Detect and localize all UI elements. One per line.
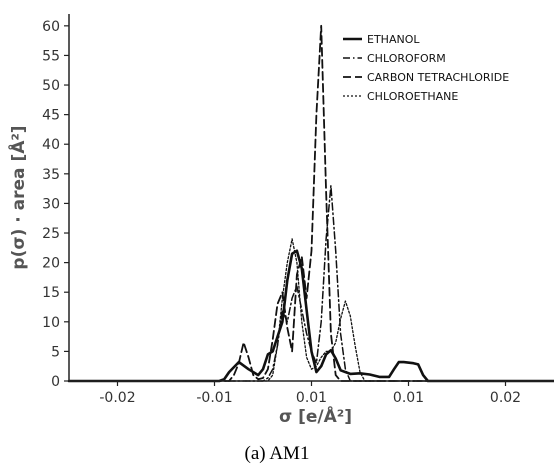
- x-tick-label: 0.02: [490, 390, 521, 406]
- x-tick-label: 0.01: [393, 390, 424, 406]
- y-tick-label: 30: [42, 196, 60, 212]
- legend: ETHANOL CHLOROFORM CARBON TETRACHLORIDE CHL…: [343, 33, 509, 103]
- chart-area: 0 5 10 15 20 25 30 35 40 45 50 55 60 -0.02 -0.01 0.01 0.…: [6, 14, 554, 427]
- y-tick-label: 0: [51, 374, 60, 390]
- x-tick-label: -0.01: [196, 390, 232, 406]
- y-tick-label: 45: [42, 108, 60, 124]
- axes: [68, 14, 554, 382]
- y-tick-label: 55: [42, 48, 60, 64]
- y-tick-label: 35: [42, 167, 60, 183]
- y-tick-label: 15: [42, 285, 60, 301]
- x-tick-label: -0.02: [99, 390, 135, 406]
- y-tick-label: 50: [42, 78, 60, 94]
- x-axis-title: σ [e/Å²]: [279, 404, 352, 427]
- legend-label: CHLOROETHANE: [367, 90, 458, 103]
- legend-label: CARBON TETRACHLORIDE: [367, 71, 509, 84]
- series-line-ethanol: [67, 249, 554, 383]
- y-tick-label: 25: [42, 226, 60, 242]
- legend-label: CHLOROFORM: [367, 52, 446, 65]
- y-tick-label: 60: [42, 19, 60, 35]
- y-tick-label: 5: [51, 344, 60, 360]
- y-tick-label: 20: [42, 256, 60, 272]
- figure-caption: (a) AM1: [244, 443, 310, 464]
- x-tick-label: 0.01: [296, 390, 327, 406]
- y-tick-label: 40: [42, 137, 60, 153]
- series-line-chloroform: [68, 184, 554, 382]
- y-tick-label: 10: [42, 315, 60, 331]
- legend-label: ETHANOL: [367, 33, 420, 46]
- series-line-chloroethane: [68, 238, 554, 382]
- series-line-carbon-tetrachloride: [68, 24, 554, 382]
- y-axis-title: p(σ) · area [Å²]: [6, 125, 29, 269]
- plot-area: [67, 24, 554, 383]
- tick-labels: 0 5 10 15 20 25 30 35 40 45 50 55 60 -0.02 -0.01 0.01 0.…: [42, 19, 521, 406]
